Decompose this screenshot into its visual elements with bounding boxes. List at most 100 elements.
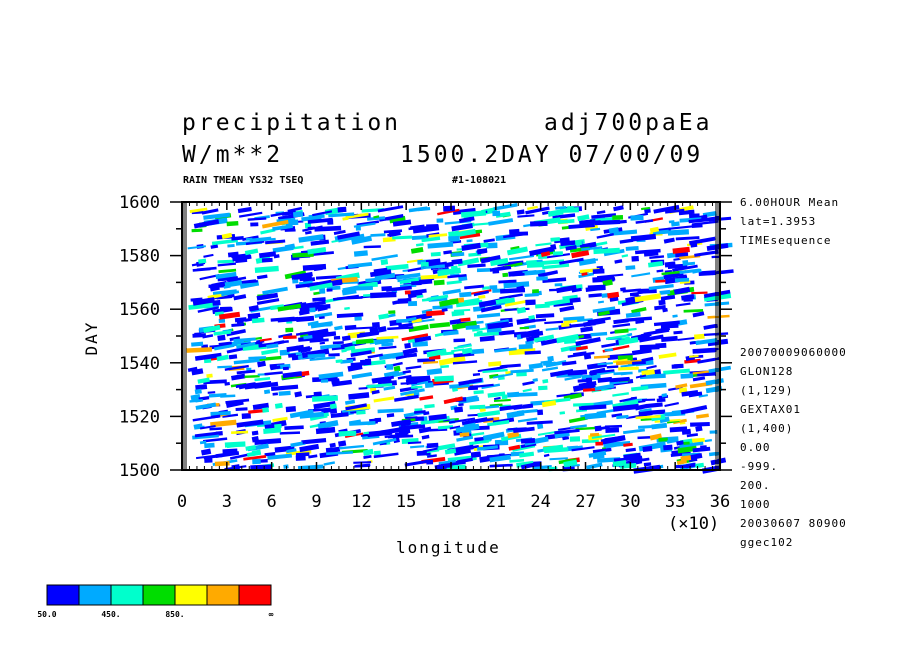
- precip-cell: [328, 353, 340, 357]
- precip-cell: [571, 446, 595, 452]
- precip-cell: [214, 461, 230, 467]
- precip-cell: [265, 239, 286, 245]
- y-tick-label: 1520: [119, 407, 160, 427]
- precip-cell: [571, 249, 590, 259]
- precip-cell: [556, 393, 572, 398]
- precip-cell: [507, 431, 520, 439]
- precip-cell: [452, 360, 478, 365]
- precip-cell: [578, 381, 597, 388]
- precip-cell: [710, 457, 727, 466]
- precip-cell: [218, 311, 241, 320]
- precip-cell: [436, 443, 456, 451]
- precip-cell: [192, 267, 211, 272]
- precip-cell: [438, 298, 459, 307]
- precip-cell: [675, 383, 688, 389]
- precip-cell: [426, 368, 443, 376]
- precip-cell: [673, 257, 681, 261]
- precip-cell: [369, 269, 392, 278]
- precip-cell: [595, 441, 603, 446]
- precip-cell: [570, 424, 587, 429]
- precip-cell: [658, 299, 666, 306]
- time-label: 1500.2DAY 07/00/09: [400, 142, 703, 168]
- precip-cell: [410, 224, 425, 230]
- precip-cell: [219, 306, 232, 310]
- precip-cell: [489, 257, 509, 267]
- precip-cell: [606, 365, 619, 369]
- precip-cell: [405, 375, 431, 386]
- precip-cell: [256, 274, 268, 280]
- precip-cell: [594, 219, 621, 226]
- precip-cell: [416, 294, 424, 299]
- precip-cell: [581, 404, 607, 411]
- precip-cell: [377, 325, 387, 333]
- precip-cell: [310, 251, 334, 257]
- precip-cell: [685, 462, 697, 469]
- precip-cell: [601, 293, 609, 298]
- side-info-line: (1,400): [740, 422, 793, 435]
- precip-cell: [513, 426, 535, 434]
- precip-cell: [672, 314, 678, 318]
- precip-cell: [277, 303, 302, 312]
- precip-cell: [502, 272, 509, 278]
- precip-cell: [226, 442, 239, 449]
- precip-cell: [452, 207, 476, 215]
- precip-cell: [594, 383, 615, 391]
- precip-cell: [337, 266, 347, 271]
- precip-cell: [482, 431, 505, 441]
- precip-cell: [288, 353, 297, 358]
- precip-cell: [623, 452, 641, 460]
- precip-cell: [341, 348, 347, 353]
- precip-cell: [420, 261, 429, 267]
- precip-cell: [319, 341, 326, 345]
- precip-cell: [597, 300, 605, 304]
- precip-cell: [307, 328, 329, 337]
- precip-cell: [227, 244, 235, 248]
- precip-cell: [697, 356, 720, 364]
- precip-cell: [292, 278, 299, 284]
- precip-cell: [492, 210, 501, 217]
- precip-cell: [258, 251, 277, 259]
- x-tick-label: 3: [222, 492, 232, 512]
- precip-cell: [291, 271, 313, 280]
- precip-cell: [671, 364, 678, 369]
- precip-cell: [536, 276, 548, 281]
- precip-cell: [378, 213, 404, 222]
- precip-cell: [618, 366, 639, 371]
- precip-cell: [383, 229, 403, 234]
- precip-cell: [626, 327, 637, 332]
- precip-cell: [526, 261, 545, 268]
- precip-cell: [673, 286, 691, 295]
- precip-cell: [317, 420, 339, 430]
- precip-cell: [370, 291, 397, 299]
- precip-cell: [399, 277, 419, 285]
- precip-cell: [579, 218, 596, 225]
- x-tick-label: 27: [575, 492, 595, 512]
- precip-cell: [540, 251, 551, 257]
- precip-cell: [415, 243, 424, 247]
- precip-cell: [197, 306, 219, 313]
- precip-cell: [235, 407, 248, 412]
- precip-cell: [453, 338, 466, 343]
- precip-cell: [466, 239, 473, 243]
- precip-cell: [612, 392, 629, 397]
- y-tick-labels: 1500 1520 1540 1560 1580 1600: [119, 193, 160, 481]
- precip-cell: [453, 344, 472, 350]
- precip-cell: [577, 214, 590, 222]
- precip-cell: [419, 395, 434, 401]
- precip-cell: [681, 390, 699, 397]
- precip-cell: [348, 392, 370, 400]
- precip-cell: [635, 374, 647, 379]
- precip-cell: [616, 414, 629, 420]
- x-tick-label: 30: [620, 492, 640, 512]
- precip-cell: [221, 290, 240, 297]
- precip-cell: [461, 242, 481, 251]
- precip-cell: [494, 419, 510, 426]
- precip-cell: [386, 413, 395, 418]
- precip-cell: [665, 208, 685, 214]
- precip-cell: [455, 423, 480, 434]
- precip-cell: [410, 445, 425, 449]
- precip-cell: [660, 322, 679, 329]
- precip-cell: [575, 345, 588, 351]
- precip-cell: [499, 293, 523, 300]
- precip-cell: [356, 331, 379, 339]
